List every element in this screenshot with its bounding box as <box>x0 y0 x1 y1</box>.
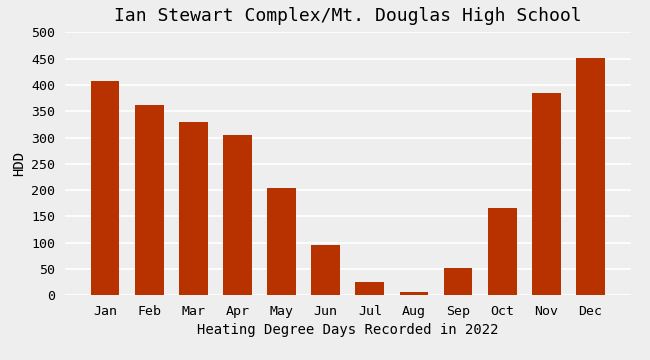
Bar <box>488 208 517 295</box>
Title: Ian Stewart Complex/Mt. Douglas High School: Ian Stewart Complex/Mt. Douglas High Sch… <box>114 7 582 25</box>
Bar <box>576 58 604 295</box>
Bar <box>532 93 561 295</box>
Bar <box>356 282 384 295</box>
Bar <box>223 135 252 295</box>
X-axis label: Heating Degree Days Recorded in 2022: Heating Degree Days Recorded in 2022 <box>197 324 499 337</box>
Bar <box>135 105 164 295</box>
Bar <box>267 188 296 295</box>
Bar <box>179 122 207 295</box>
Bar <box>444 269 473 295</box>
Y-axis label: HDD: HDD <box>12 151 26 176</box>
Bar <box>91 81 120 295</box>
Bar <box>311 245 340 295</box>
Bar <box>400 292 428 295</box>
